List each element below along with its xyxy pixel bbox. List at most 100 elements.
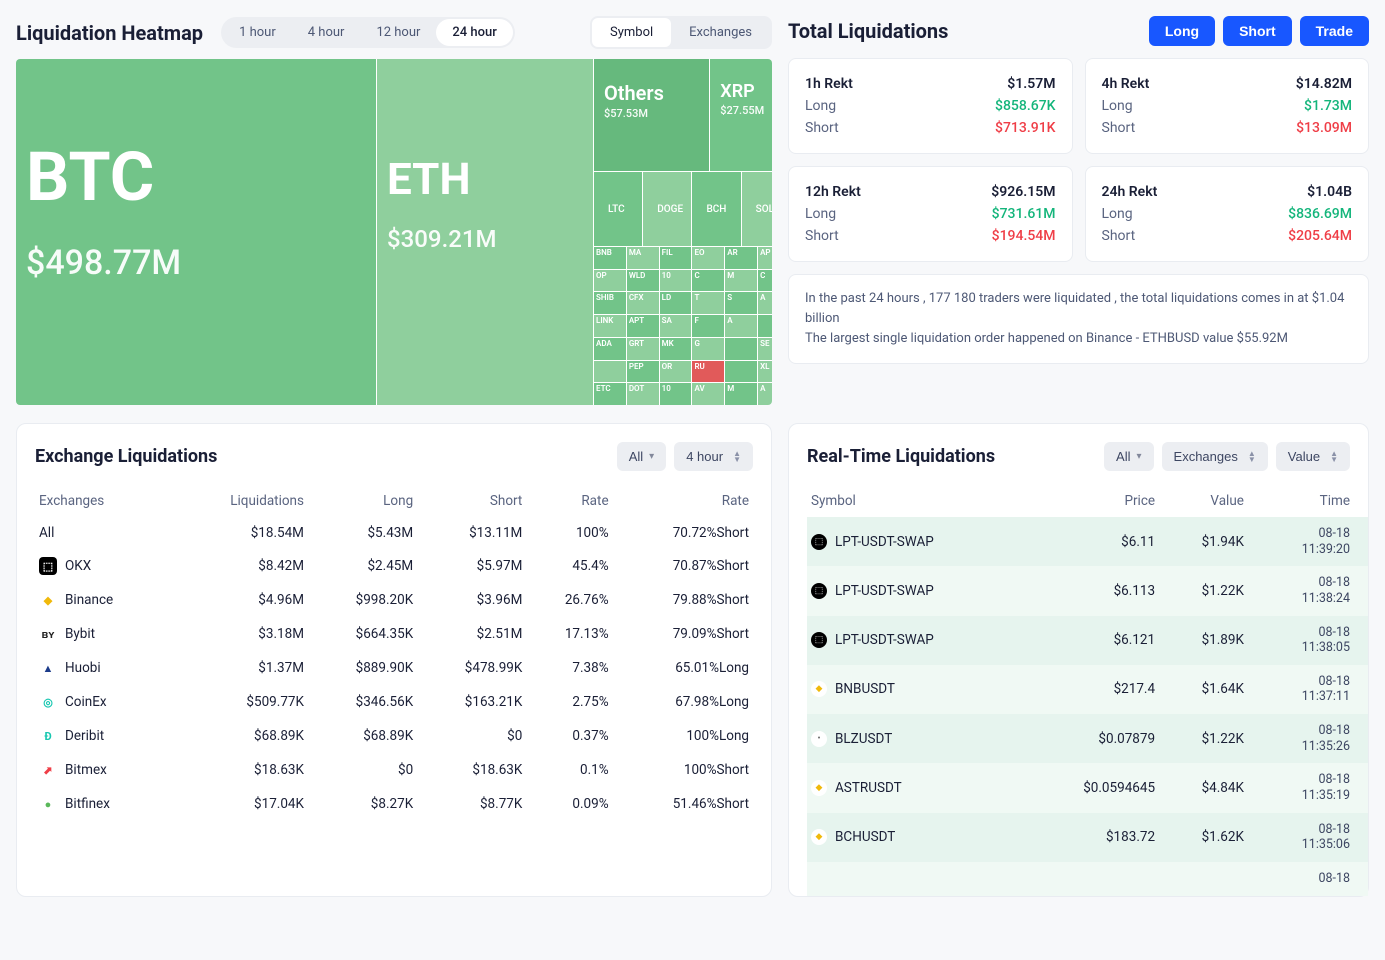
summary-line-1: In the past 24 hours , 177 180 traders w… (805, 289, 1352, 329)
treemap-cell-small[interactable]: WLD (627, 270, 659, 292)
treemap-cell-small[interactable]: ADA (594, 338, 626, 360)
treemap-cell-small[interactable]: EO (692, 247, 724, 269)
table-row[interactable]: ●Bitfinex $17.04K$8.27K$8.77K0.09% 51.46… (35, 787, 753, 821)
exchange-icon: ◆ (39, 591, 57, 609)
treemap-cell-xrp[interactable]: XRP$27.55M (710, 59, 772, 171)
treemap-cell-small[interactable]: LINK (594, 315, 626, 337)
treemap-cell-small[interactable]: 10 (660, 270, 692, 292)
rekt-card: 4h Rekt$14.82M Long$1.73M Short$13.09M (1085, 58, 1370, 154)
long-button[interactable]: Long (1149, 16, 1215, 46)
time-tab-24-hour[interactable]: 24 hour (436, 19, 512, 46)
treemap-cell-doge[interactable]: DOGE (643, 172, 691, 246)
exchange-icon: ʙʏ (39, 625, 57, 643)
treemap-cell-small[interactable]: OP (594, 270, 626, 292)
treemap-cell-small[interactable]: RU (692, 361, 724, 383)
table-row[interactable]: ⬚LPT-USDT-SWAP $6.113$1.22K 08-1811:38:2… (807, 566, 1368, 615)
treemap-cell-small[interactable]: A (725, 315, 757, 337)
time-tab-4-hour[interactable]: 4 hour (292, 19, 361, 46)
table-header[interactable]: Time (1250, 485, 1368, 517)
table-row[interactable]: ◆BNBUSDT $217.4$1.64K 08-1811:37:11 (807, 665, 1368, 714)
treemap-cell-small[interactable] (725, 361, 757, 383)
treemap-cell-small[interactable]: DOT (627, 383, 659, 405)
treemap-cell-small[interactable]: C (692, 270, 724, 292)
treemap-cell-small[interactable]: SA (660, 315, 692, 337)
treemap-cell-bch[interactable]: BCH (692, 172, 740, 246)
treemap-cell-small[interactable]: S (725, 292, 757, 314)
treemap-cell-small[interactable] (725, 338, 757, 360)
treemap-cell-small[interactable]: ETC (594, 383, 626, 405)
treemap-cell-small[interactable]: SHIB (594, 292, 626, 314)
treemap-cell-small[interactable] (594, 361, 626, 383)
treemap-cell-small[interactable]: BNB (594, 247, 626, 269)
treemap-cell-small[interactable]: AR (725, 247, 757, 269)
table-header[interactable]: Rate (526, 485, 612, 517)
table-row[interactable]: ⬚LPT-USDT-SWAP $6.11$1.94K 08-1811:39:20 (807, 517, 1368, 566)
treemap-cell-small[interactable]: PEP (627, 361, 659, 383)
treemap-cell-small[interactable]: MK (660, 338, 692, 360)
view-tab-exchanges[interactable]: Exchanges (671, 18, 770, 47)
table-header[interactable]: Symbol (807, 485, 1024, 517)
treemap-cell-small[interactable]: MA (627, 247, 659, 269)
treemap-cell-small[interactable]: LD (660, 292, 692, 314)
treemap-cell-small[interactable]: 10 (660, 383, 692, 405)
rt-filter-all-label: All (1116, 449, 1130, 464)
sort-icon: ▲▼ (1330, 451, 1338, 463)
treemap-cell-small[interactable]: F (692, 315, 724, 337)
table-row[interactable]: ⬚OKX $8.42M$2.45M$5.97M45.4% 70.87%Short (35, 549, 753, 583)
table-row[interactable]: ◆ASTRUSDT $0.0594645$4.84K 08-1811:35:19 (807, 763, 1368, 812)
table-row[interactable]: •BLZUSDT $0.07879$1.22K 08-1811:35:26 (807, 714, 1368, 763)
treemap-cell-small[interactable]: G (692, 338, 724, 360)
treemap-cell-small[interactable]: T (692, 292, 724, 314)
table-header[interactable]: Short (417, 485, 526, 517)
table-row[interactable]: ĐDeribit $68.89K$68.89K$00.37% 100%Long (35, 719, 753, 753)
trade-button[interactable]: Trade (1300, 16, 1369, 46)
rt-filter-value[interactable]: Value ▲▼ (1276, 442, 1350, 471)
treemap-cell-eth[interactable]: ETH$309.21M (377, 59, 593, 405)
treemap-cell-small[interactable]: M (725, 270, 757, 292)
rt-filter-all[interactable]: All ▾ (1104, 442, 1153, 471)
treemap-cell-sol[interactable]: SOL (742, 172, 772, 246)
treemap-cell-small[interactable]: FIL (660, 247, 692, 269)
treemap-cell-small[interactable]: SE (758, 338, 772, 360)
treemap-cell-small[interactable]: AV (692, 383, 724, 405)
rt-filter-exchanges[interactable]: Exchanges ▲▼ (1162, 442, 1268, 471)
time-tab-12-hour[interactable]: 12 hour (360, 19, 436, 46)
treemap-cell-small[interactable]: GRT (627, 338, 659, 360)
time-tab-1-hour[interactable]: 1 hour (223, 19, 292, 46)
exch-filter-all[interactable]: All ▾ (617, 442, 666, 471)
treemap-cell-small[interactable]: M (725, 383, 757, 405)
treemap-cell-small[interactable]: OR (660, 361, 692, 383)
table-row[interactable]: 08-18 (807, 862, 1368, 896)
table-row[interactable]: ▲Huobi $1.37M$889.90K$478.99K7.38% 65.01… (35, 651, 753, 685)
table-header[interactable]: Exchanges (35, 485, 172, 517)
table-row[interactable]: ⬈Bitmex $18.63K$0$18.63K0.1% 100%Short (35, 753, 753, 787)
treemap-cell-small[interactable]: CFX (627, 292, 659, 314)
short-button[interactable]: Short (1223, 16, 1292, 46)
table-row[interactable]: ⬚LPT-USDT-SWAP $6.121$1.89K 08-1811:38:0… (807, 616, 1368, 665)
treemap-cell-small[interactable]: A (758, 383, 772, 405)
table-row[interactable]: ◆BCHUSDT $183.72$1.62K 08-1811:35:06 (807, 813, 1368, 862)
treemap-cell-small[interactable] (758, 315, 772, 337)
table-header[interactable]: Rate (613, 485, 753, 517)
treemap-cell-small[interactable]: C (758, 270, 772, 292)
treemap-cell-btc[interactable]: BTC$498.77M (16, 59, 376, 405)
treemap-cell-others[interactable]: Others$57.53M (594, 59, 709, 171)
view-tab-symbol[interactable]: Symbol (592, 18, 671, 47)
treemap-cell-small[interactable]: A (758, 292, 772, 314)
table-row[interactable]: ◎CoinEx $509.77K$346.56K$163.21K2.75% 67… (35, 685, 753, 719)
treemap-cell-ltc[interactable]: LTC (594, 172, 642, 246)
treemap-cell-small[interactable]: XL (758, 361, 772, 383)
treemap-cell-small[interactable]: AP (758, 247, 772, 269)
exch-filter-time[interactable]: 4 hour ▲▼ (674, 442, 753, 471)
table-header[interactable]: Long (308, 485, 417, 517)
table-header[interactable]: Liquidations (172, 485, 308, 517)
table-row[interactable]: All $18.54M$5.43M$13.11M100% 70.72%Short (35, 517, 753, 549)
table-header[interactable]: Price (1024, 485, 1161, 517)
table-row[interactable]: ʙʏBybit $3.18M$664.35K$2.51M17.13% 79.09… (35, 617, 753, 651)
exchange-icon: ◎ (39, 693, 57, 711)
table-header[interactable]: Value (1161, 485, 1250, 517)
exchange-icon: ◆ (811, 829, 827, 845)
heatmap-panel: Liquidation Heatmap 1 hour4 hour12 hour2… (16, 16, 772, 405)
treemap-cell-small[interactable]: APT (627, 315, 659, 337)
table-row[interactable]: ◆Binance $4.96M$998.20K$3.96M26.76% 79.8… (35, 583, 753, 617)
